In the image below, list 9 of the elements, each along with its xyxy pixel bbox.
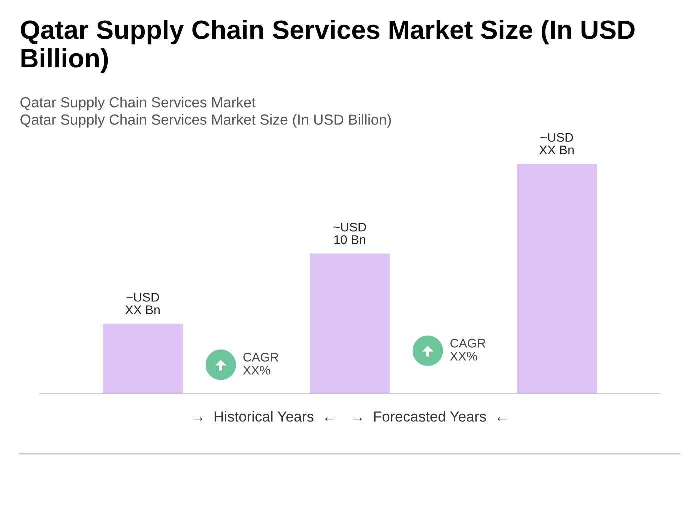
data-label: ~USD 10 Bn (334, 222, 366, 244)
annotation: CAGR XX% (243, 353, 279, 375)
annotation: CAGR XX% (450, 339, 486, 361)
data-label: ~USD XX Bn (126, 293, 160, 314)
chart-title: Qatar Supply Chain Services Market Size (In USD Billion) (21, 20, 635, 74)
text: → Historical Years ← (194, 411, 334, 422)
chart-subtitle: Qatar Supply Chain Services Market Qatar Supply Chain Services Market Size (In USD Billion) (20, 97, 392, 128)
data-label: ~USD XX Bn (540, 133, 574, 154)
text: → Forecasted Years ← (354, 411, 506, 422)
